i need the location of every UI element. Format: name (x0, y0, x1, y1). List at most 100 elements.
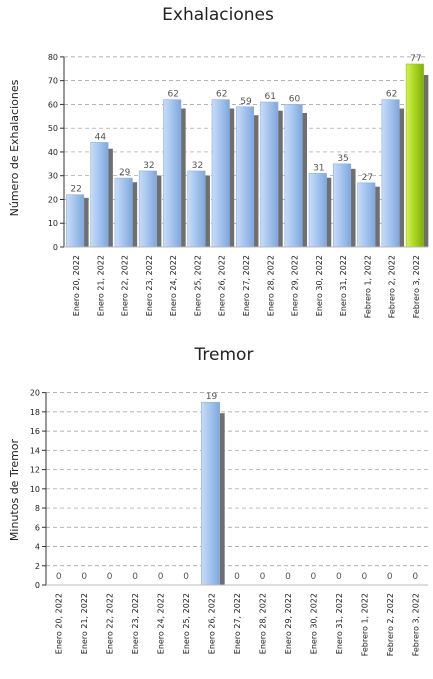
bar-shadow (372, 186, 380, 247)
bar-shadow (226, 108, 235, 247)
x-category-label: Febrero 3, 2022 (411, 593, 420, 656)
y-tick-label: 14 (30, 446, 40, 455)
bar (163, 99, 182, 248)
x-category-label: Enero 20, 2022 (72, 255, 81, 316)
data-label: 0 (260, 572, 266, 582)
y-tick-label: 0 (35, 581, 40, 590)
x-category-label: Enero 25, 2022 (193, 255, 202, 316)
data-label: 35 (337, 154, 348, 164)
data-label: 0 (183, 572, 189, 582)
x-category-label: Enero 24, 2022 (157, 593, 166, 654)
data-label: 62 (216, 90, 227, 100)
x-category-label: Enero 30, 2022 (309, 593, 318, 654)
y-tick-label: 20 (48, 195, 58, 204)
x-category-label: Enero 20, 2022 (55, 593, 64, 654)
x-category-label: Enero 23, 2022 (145, 255, 154, 316)
y-tick-label: 10 (48, 219, 58, 228)
bar (235, 106, 255, 248)
data-label: 0 (81, 572, 87, 582)
y-tick-label: 4 (35, 543, 40, 552)
x-category-label: Febrero 2, 2022 (388, 255, 397, 318)
data-label: 0 (285, 572, 291, 582)
x-category-label: Enero 23, 2022 (131, 593, 140, 654)
y-tick-label: 8 (35, 504, 40, 513)
bar-shadow (396, 108, 405, 247)
data-label: 0 (158, 572, 164, 582)
bar (381, 99, 400, 248)
bar (357, 182, 376, 248)
data-label: 62 (167, 90, 178, 100)
chart2-title: Tremor (194, 345, 254, 365)
x-category-label: Enero 26, 2022 (218, 255, 227, 316)
bar-shadow (154, 175, 162, 247)
data-label: 27 (362, 173, 373, 183)
y-tick-label: 40 (48, 148, 58, 157)
bar (187, 170, 206, 248)
x-category-label: Enero 22, 2022 (121, 255, 130, 316)
y-tick-label: 16 (30, 427, 40, 436)
bar-shadow (323, 177, 332, 247)
chart2-y-axis-label: Minutos de Tremor (8, 438, 21, 541)
x-category-label: Febrero 1, 2022 (360, 593, 369, 656)
x-category-label: Enero 27, 2022 (233, 593, 242, 654)
data-label: 0 (107, 572, 113, 582)
data-label: 31 (313, 163, 324, 173)
x-category-label: Enero 29, 2022 (284, 593, 293, 654)
x-category-label: Enero 22, 2022 (106, 593, 115, 654)
bar-shadow (299, 112, 308, 247)
bar (260, 101, 279, 248)
y-tick-label: 50 (48, 124, 58, 133)
bar-shadow (129, 182, 138, 247)
data-label: 29 (119, 168, 131, 178)
bar-shadow (421, 74, 429, 247)
bar (308, 173, 327, 248)
x-category-label: Febrero 1, 2022 (363, 255, 372, 318)
bar (90, 142, 109, 248)
bar (333, 163, 352, 248)
data-label: 62 (386, 90, 397, 100)
x-category-label: Enero 25, 2022 (182, 593, 191, 654)
y-tick-label: 80 (48, 53, 58, 62)
x-category-label: Enero 28, 2022 (258, 593, 267, 654)
bar (211, 99, 230, 248)
bar-shadow (81, 197, 89, 247)
y-tick-label: 20 (30, 389, 40, 398)
data-label: 0 (361, 572, 367, 582)
bar (66, 194, 85, 248)
exhalaciones-chart: 0 10 20 30 40 50 60 70 80 22 Enero 20, 2022 44 Enero… (48, 53, 429, 318)
data-label: 32 (192, 161, 203, 171)
x-category-label: Enero 21, 2022 (96, 255, 105, 316)
x-category-label: Enero 27, 2022 (242, 255, 251, 316)
x-category-label: Enero 28, 2022 (266, 255, 275, 316)
data-label: 59 (240, 97, 252, 107)
data-label: 77 (410, 54, 421, 64)
bar (114, 177, 133, 248)
bar-shadow (348, 168, 356, 247)
data-label: 0 (311, 572, 317, 582)
data-label: 60 (289, 94, 301, 104)
bar-shadow (251, 115, 259, 247)
chart1-title: Exhalaciones (162, 5, 274, 25)
bar-shadow (105, 148, 113, 247)
x-category-label: Enero 24, 2022 (169, 255, 178, 316)
bar-shadow (217, 413, 225, 585)
bar (284, 104, 303, 248)
y-tick-label: 6 (35, 523, 40, 532)
data-label: 0 (412, 572, 418, 582)
x-category-label: Enero 31, 2022 (335, 593, 344, 654)
bar-shadow (275, 110, 283, 247)
data-label: 0 (132, 572, 138, 582)
y-tick-label: 70 (48, 77, 58, 86)
data-label: 0 (56, 572, 62, 582)
data-label: 22 (70, 185, 81, 195)
y-tick-label: 2 (35, 562, 40, 571)
bar (201, 401, 221, 586)
bar (138, 170, 157, 248)
tremor-chart: 0 2 4 6 8 10 12 14 16 18 20 0 Enero 20, 2022 0 Enero 2… (30, 389, 428, 656)
x-category-label: Febrero 2, 2022 (386, 593, 395, 656)
data-label: 61 (265, 92, 276, 102)
bar-shadow (202, 175, 210, 247)
y-tick-label: 0 (53, 243, 58, 252)
bar-shadow (178, 108, 186, 247)
